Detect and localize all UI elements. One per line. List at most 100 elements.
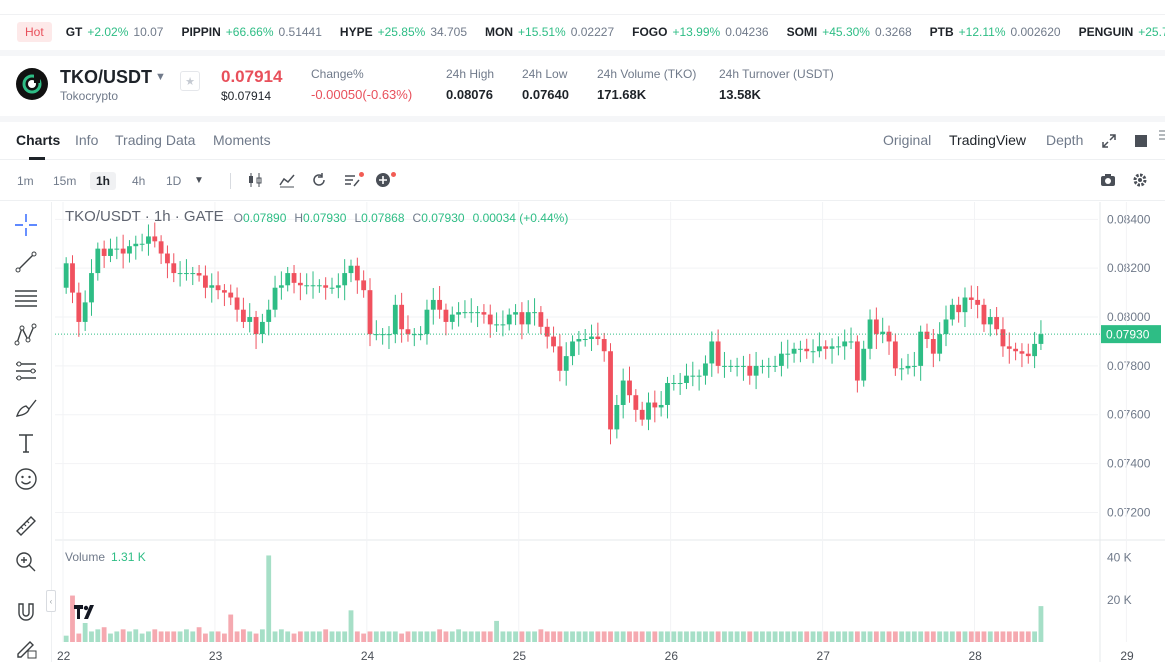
volume-bar xyxy=(266,555,271,642)
tab-info[interactable]: Info xyxy=(75,132,98,148)
candle-body xyxy=(614,405,619,429)
tab-moments[interactable]: Moments xyxy=(213,132,271,148)
candle-body xyxy=(830,346,835,348)
candle-body xyxy=(602,339,607,351)
ticker-item[interactable]: PTB +12.11% 0.002620 xyxy=(930,25,1061,39)
time-tick-label: 22 xyxy=(57,649,71,662)
tab-depth[interactable]: Depth xyxy=(1046,132,1083,148)
pair-selector[interactable]: TKO/USDT xyxy=(60,67,152,88)
ticker-item[interactable]: HYPE +25.85% 34.705 xyxy=(340,25,467,39)
ticker-change: +2.02% xyxy=(87,25,128,39)
candle-body xyxy=(1039,334,1044,344)
candle-body xyxy=(209,285,214,287)
interval-1m[interactable]: 1m xyxy=(11,172,40,190)
chart-toolbar: 1m 15m 1h 4h 1D ▼ xyxy=(0,161,1165,201)
candle-body xyxy=(494,324,499,325)
fullscreen-icon[interactable] xyxy=(1100,132,1118,150)
magnet-icon[interactable] xyxy=(13,599,39,625)
candle-body xyxy=(260,322,265,334)
trend-line-icon[interactable] xyxy=(13,249,39,275)
candle-body xyxy=(570,341,575,356)
tradingview-logo xyxy=(74,605,96,624)
volume-bar xyxy=(83,623,88,642)
candle-body xyxy=(197,273,202,275)
volume-bar xyxy=(1007,631,1012,642)
draw-lock-icon[interactable] xyxy=(13,635,39,661)
ticker-item[interactable]: PENGUIN+25.76%0.10 xyxy=(1079,25,1165,39)
candle-body xyxy=(127,246,132,253)
reset-icon[interactable] xyxy=(310,171,328,189)
volume-bar xyxy=(64,636,69,642)
collapse-pane-handle[interactable]: ‹ xyxy=(46,590,56,612)
candle-body xyxy=(659,405,664,407)
crosshair-icon[interactable] xyxy=(13,212,39,238)
ticker-item[interactable]: MON +15.51% 0.02227 xyxy=(485,25,614,39)
favorite-star-icon[interactable]: ★ xyxy=(180,71,200,91)
tab-charts[interactable]: Charts xyxy=(16,132,60,148)
volume-bar xyxy=(646,631,651,642)
zoom-in-icon[interactable] xyxy=(13,549,39,575)
ticker-item[interactable]: PIPPIN +66.66% 0.51441 xyxy=(181,25,321,39)
volume-bar xyxy=(355,631,360,642)
pattern-icon[interactable] xyxy=(13,322,39,348)
chevron-down-icon[interactable]: ▼ xyxy=(155,71,166,83)
price-chart[interactable]: 0.08400 0.08200 0.08000 0.07800 0.07600 0.074… xyxy=(55,202,1165,662)
candle-body xyxy=(342,273,347,285)
candle-body xyxy=(855,341,860,380)
menu-icon[interactable] xyxy=(1155,126,1165,144)
pair-fullname: Tokocrypto xyxy=(60,89,118,103)
volume-bar xyxy=(387,631,392,642)
volume-bar xyxy=(114,631,119,642)
add-compare-icon[interactable] xyxy=(374,171,392,189)
candle-body xyxy=(266,310,271,322)
volume-bar xyxy=(526,631,531,642)
indicators-icon[interactable] xyxy=(278,171,296,189)
volume-bar xyxy=(538,629,543,642)
ticker-item[interactable]: FOGO +13.99% 0.04236 xyxy=(632,25,768,39)
tab-trading-data[interactable]: Trading Data xyxy=(115,132,195,148)
candle-body xyxy=(349,266,354,273)
volume-bar xyxy=(209,631,214,642)
volume-bar xyxy=(887,631,892,642)
candle-body xyxy=(678,383,683,384)
volume-bar xyxy=(507,631,512,642)
interval-4h[interactable]: 4h xyxy=(126,172,151,190)
stat-24h-turnover: 24h Turnover (USDT) 13.58K xyxy=(719,67,834,102)
candle-body xyxy=(140,244,145,245)
tab-original[interactable]: Original xyxy=(883,132,931,148)
settings-gear-icon[interactable] xyxy=(1131,171,1149,189)
layout-icon[interactable] xyxy=(1132,132,1150,150)
hot-badge: Hot xyxy=(17,22,52,42)
horizontal-lines-icon[interactable] xyxy=(13,285,39,311)
candle-body xyxy=(811,351,816,352)
candle-body xyxy=(222,290,227,292)
interval-1h[interactable]: 1h xyxy=(90,172,116,190)
ticker-item[interactable]: GT +2.02% 10.07 xyxy=(66,25,164,39)
candle-body xyxy=(76,293,81,322)
interval-1d[interactable]: 1D xyxy=(160,172,187,190)
ticker-change: +15.51% xyxy=(518,25,566,39)
interval-dropdown-icon[interactable]: ▼ xyxy=(190,171,208,189)
brush-icon[interactable] xyxy=(13,394,39,420)
ruler-icon[interactable] xyxy=(13,513,39,539)
volume-bar xyxy=(855,631,860,642)
interval-15m[interactable]: 15m xyxy=(47,172,82,190)
ticker-item[interactable]: SOMI +45.30% 0.3268 xyxy=(787,25,912,39)
candle-body xyxy=(228,293,233,298)
emoji-icon[interactable] xyxy=(13,466,39,492)
candle-style-icon[interactable] xyxy=(246,171,264,189)
last-price-label: 0.07930 xyxy=(1106,328,1150,342)
ticker-symbol: SOMI xyxy=(787,25,818,39)
fibonacci-icon[interactable] xyxy=(13,358,39,384)
volume-bar xyxy=(216,631,221,642)
time-tick-label: 23 xyxy=(209,649,223,662)
candle-body xyxy=(640,410,645,420)
volume-bar xyxy=(652,631,657,642)
candle-body xyxy=(368,290,373,334)
volume-bar xyxy=(292,634,297,642)
camera-icon[interactable] xyxy=(1099,171,1117,189)
text-tool-icon[interactable] xyxy=(13,430,39,456)
tab-tradingview[interactable]: TradingView xyxy=(949,132,1026,148)
volume-bar xyxy=(627,631,632,642)
hot-ticker-bar: Hot GT +2.02% 10.07 PIPPIN +66.66% 0.51441 HYP… xyxy=(0,14,1165,48)
